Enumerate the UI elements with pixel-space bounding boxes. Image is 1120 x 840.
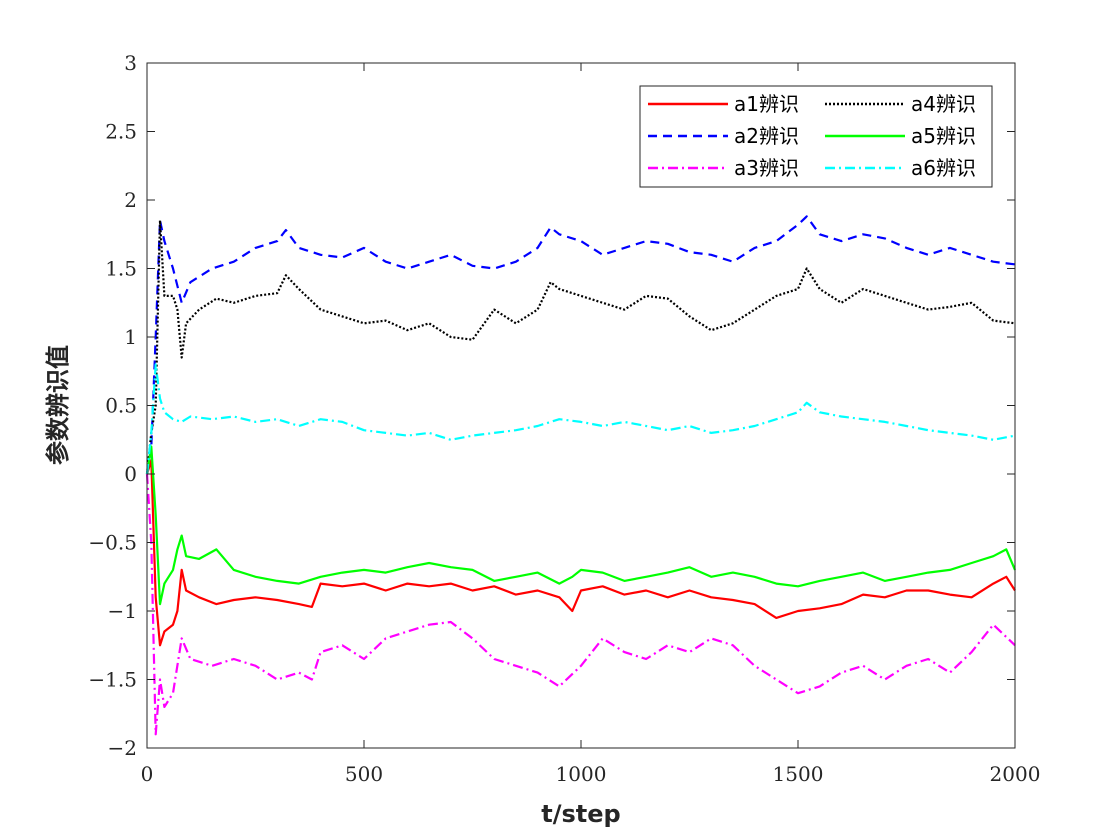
y-tick-label: 3	[124, 51, 137, 75]
legend: a1辨识 a2辨识 a3辨识 a4辨识 a5辨识 a6辨识	[639, 85, 993, 188]
legend-label-a4: a4辨识	[911, 92, 976, 116]
x-tick-label: 2000	[990, 762, 1041, 786]
y-tick-label: −0.5	[88, 531, 137, 555]
x-tick-label: 500	[345, 762, 383, 786]
series-line-a1	[145, 459, 1016, 647]
y-tick-label: 2.5	[105, 120, 137, 144]
x-tick-label: 1000	[556, 762, 607, 786]
y-tick-label: −1.5	[88, 668, 137, 692]
legend-label-a6: a6辨识	[911, 156, 976, 180]
series-line-a3	[145, 473, 1016, 736]
y-tick-label: 2	[124, 188, 137, 212]
series-layer	[145, 215, 1017, 736]
y-axis-title: 参数辨识值	[44, 345, 72, 465]
y-tick-label: 1	[124, 325, 137, 349]
y-tick-label: 1.5	[105, 257, 137, 281]
ticks-layer: 0 500 1000 1500 2000 −2 −1.5 −1 −0.5 0 0.5 1 1.5 2 2.5…	[88, 51, 1040, 786]
x-tick-label: 1500	[773, 762, 824, 786]
series-line-a6	[145, 363, 1016, 475]
x-axis-title: t/step	[541, 800, 620, 828]
legend-label-a3: a3辨识	[734, 156, 799, 180]
y-tick-label: 0	[124, 462, 137, 486]
legend-label-a1: a1辨识	[734, 92, 799, 116]
legend-label-a2: a2辨识	[734, 124, 799, 148]
legend-label-a5: a5辨识	[911, 124, 976, 148]
y-tick-label: 0.5	[105, 394, 137, 418]
x-tick-label: 0	[141, 762, 154, 786]
series-line-a4	[145, 219, 1016, 475]
y-tick-label: −2	[108, 736, 137, 760]
series-line-a2	[145, 215, 1016, 475]
series-line-a5	[145, 445, 1017, 606]
y-tick-label: −1	[108, 599, 137, 623]
